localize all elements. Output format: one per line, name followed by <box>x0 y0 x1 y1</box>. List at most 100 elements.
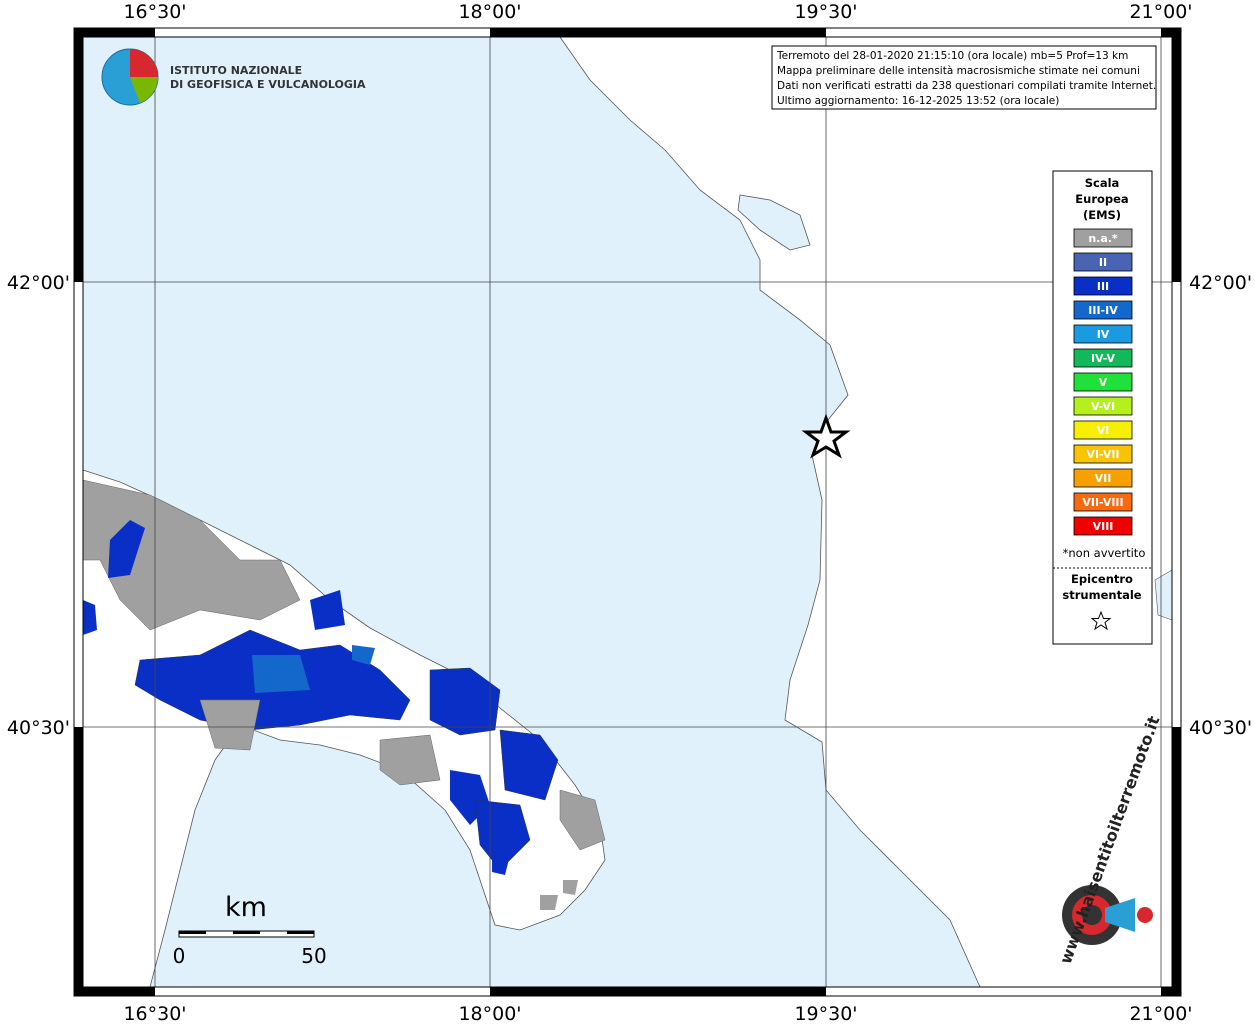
land-balkans <box>559 36 1173 988</box>
legend-title: (EMS) <box>1083 208 1121 222</box>
municipality <box>310 590 345 630</box>
lat-label: 42°00' <box>1189 272 1252 294</box>
legend-label: VI-VII <box>1086 448 1119 461</box>
frame-segment <box>74 28 155 37</box>
legend-label: VII <box>1095 472 1112 485</box>
legend-swatch <box>1073 492 1133 512</box>
legend-label: VII-VIII <box>1082 496 1123 509</box>
scale-bar: km 0 50 <box>173 892 327 968</box>
frame-segment <box>74 727 83 996</box>
frame-segment <box>1161 28 1181 37</box>
municipality <box>199 699 261 751</box>
municipality <box>499 729 559 801</box>
scale-unit: km <box>225 892 267 923</box>
legend-label: IV <box>1097 328 1110 341</box>
scale-bar-segment <box>287 931 314 934</box>
lat-label: 40°30' <box>1189 717 1252 739</box>
legend-note: *non avvertito <box>1063 546 1146 560</box>
info-line: Ultimo aggiornamento: 16-12-2025 13:52 (… <box>777 95 1059 107</box>
legend-epicenter: Epicentro <box>1071 572 1133 586</box>
logo-globe-part <box>130 49 158 77</box>
frame-segment <box>74 28 83 282</box>
lon-label: 16°30' <box>123 1 186 23</box>
municipality <box>83 600 97 635</box>
legend-star <box>1090 610 1112 631</box>
municipality <box>559 789 606 851</box>
municipality <box>474 799 531 871</box>
municipality <box>429 667 501 736</box>
graticule <box>83 37 1172 987</box>
info-line: Mappa preliminare delle intensità macros… <box>777 65 1140 77</box>
scale-label: 50 <box>301 944 326 968</box>
ingv-logo: ISTITUTO NAZIONALE DI GEOFISICA E VULCAN… <box>101 48 366 106</box>
lake <box>737 194 811 251</box>
info-line: Terremoto del 28-01-2020 21:15:10 (ora l… <box>776 50 1128 62</box>
legend-swatch <box>1073 228 1133 248</box>
frame-segment <box>74 987 155 996</box>
legend-label: III <box>1097 280 1109 293</box>
municipality <box>563 880 578 895</box>
logo-wave <box>1105 898 1135 932</box>
logo-text: ISTITUTO NAZIONALE <box>170 64 302 77</box>
legend-label: III-IV <box>1088 304 1118 317</box>
municipality <box>540 895 558 910</box>
frame <box>73 27 1182 997</box>
legend-label: V-VI <box>1091 400 1115 413</box>
legend: Scala Europea (EMS) *non avvertito Epice… <box>1052 170 1153 645</box>
legend-swatch <box>1073 348 1133 368</box>
legend-swatch <box>1073 300 1133 320</box>
logo-target <box>1082 905 1102 925</box>
logo-text: DI GEOFISICA E VULCANOLOGIA <box>170 78 366 91</box>
legend-swatch <box>1073 276 1133 296</box>
lon-label: 21°00' <box>1129 1003 1192 1024</box>
legend-swatch <box>1073 396 1133 416</box>
logo-dot <box>1137 907 1153 923</box>
legend-swatch <box>1073 468 1133 488</box>
legend-epicenter: strumentale <box>1062 588 1141 602</box>
scale-label: 0 <box>173 944 186 968</box>
frame-segment <box>1161 987 1181 996</box>
info-line: Dati non verificati estratti da 238 ques… <box>777 80 1156 92</box>
legend-label: II <box>1099 256 1107 269</box>
legend-swatch <box>1073 252 1133 272</box>
legend-title: Europea <box>1075 192 1128 206</box>
municipality <box>492 855 510 875</box>
lat-label: 42°00' <box>7 272 70 294</box>
municipality <box>252 655 310 693</box>
epicenter-star <box>801 413 851 459</box>
lon-label: 21°00' <box>1129 1 1192 23</box>
info-box: Terremoto del 28-01-2020 21:15:10 (ora l… <box>771 45 1157 110</box>
lon-label: 19°30' <box>794 1 857 23</box>
lat-label: 40°30' <box>7 717 70 739</box>
legend-swatch <box>1073 516 1133 536</box>
municipality <box>82 479 301 631</box>
legend-label: VI <box>1097 424 1110 437</box>
logo-globe-part <box>130 77 158 103</box>
legend-label: VIII <box>1093 520 1114 533</box>
legend-swatch <box>1073 444 1133 464</box>
scale-bar-segment <box>233 931 260 934</box>
municipality <box>352 645 375 665</box>
frame-segment <box>490 987 826 996</box>
legend-label: V <box>1099 376 1108 389</box>
frame-segment <box>1172 727 1181 996</box>
lon-label: 18°00' <box>458 1 521 23</box>
info-box-frame <box>771 45 1157 110</box>
frame-segment <box>490 28 826 37</box>
legend-swatch <box>1073 420 1133 440</box>
legend-label: IV-V <box>1091 352 1116 365</box>
lon-label: 18°00' <box>458 1003 521 1024</box>
legend-title: Scala <box>1085 176 1120 190</box>
municipality <box>108 520 145 578</box>
lon-label: 19°30' <box>794 1003 857 1024</box>
scale-bar-segment <box>179 931 206 934</box>
legend-swatch <box>1073 372 1133 392</box>
graticule-labels: 16°30' 18°00' 19°30' 21°00' 16°30' 18°00… <box>7 1 1252 1024</box>
legend-swatch <box>1073 324 1133 344</box>
lon-label: 16°30' <box>123 1003 186 1024</box>
map-body <box>82 36 1173 988</box>
municipality <box>379 734 441 786</box>
legend-label: n.a.* <box>1088 232 1118 245</box>
frame-segment <box>1172 28 1181 282</box>
